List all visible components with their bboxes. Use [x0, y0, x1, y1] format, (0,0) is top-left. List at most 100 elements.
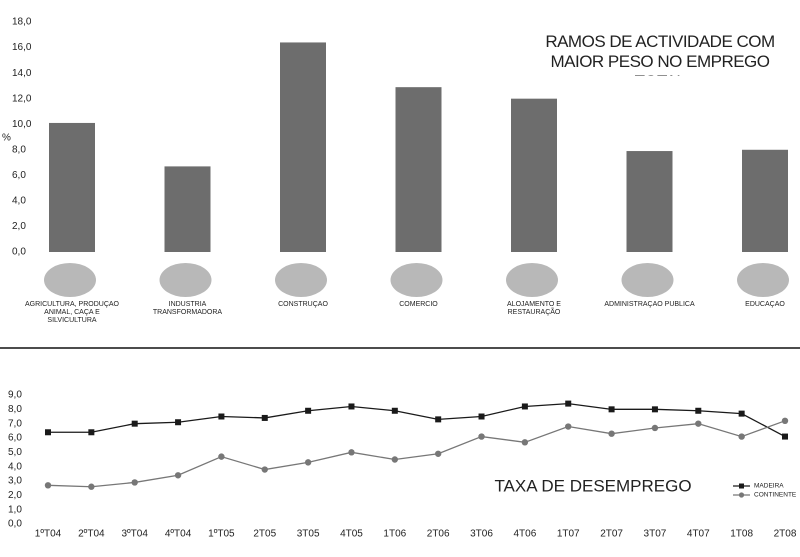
x-tick-label-box: ALOJAMENTO E RESTAURAÇÃO: [507, 301, 561, 316]
x-tick-label: 4T05: [340, 529, 363, 540]
data-point: [88, 429, 95, 436]
data-point: [175, 419, 182, 426]
data-point: [131, 420, 138, 427]
x-tick-label-box: ADMINISTRAÇÃO PÚBLICA: [604, 301, 695, 308]
x-tick-label: 3T06: [470, 529, 493, 540]
x-tick-label: 1T07: [557, 529, 580, 540]
x-tick-label: 1T06: [383, 529, 406, 540]
x-tick-label: 3T05: [297, 529, 320, 540]
category-icon: [44, 263, 96, 297]
data-point: [651, 406, 658, 413]
legend-marker: [738, 492, 745, 498]
x-tick-label-box: AGRICULTURA, PRODUÇÃO ANIMAL, CAÇA E SIL…: [25, 301, 119, 324]
bar: [49, 122, 95, 252]
x-tick-label: 4T07: [687, 529, 710, 540]
y-tick-label: 4,0: [12, 196, 26, 207]
data-point: [738, 433, 745, 440]
category-icon: [275, 263, 327, 297]
data-point: [131, 479, 138, 486]
legend-marker: [739, 483, 744, 489]
x-tick-label: 2ºT04: [78, 529, 105, 540]
data-point: [45, 429, 51, 436]
data-point: [261, 466, 268, 473]
data-point: [218, 453, 225, 460]
series-line: [48, 402, 786, 438]
x-tick-label: COMÉRCIO: [399, 301, 438, 308]
x-tick-label: 2T08: [774, 529, 797, 540]
bar: [395, 87, 442, 253]
y-tick-label: 14,0: [12, 68, 32, 79]
x-tick-label: EDUCAÇÃO: [745, 301, 785, 308]
y-tick-label: 16,0: [12, 42, 32, 53]
series-line: [47, 420, 786, 488]
x-tick-label: 2T05: [253, 529, 276, 540]
y-tick-label: 0,0: [12, 247, 26, 258]
legend-label: CONTINENTE: [754, 492, 797, 499]
chart-title-box: RAMOS DE ACTIVIDADE COM MAIOR PESO NO EM…: [545, 32, 775, 76]
y-tick-label: 7,0: [8, 418, 22, 429]
y-tick-label: 2,0: [12, 221, 26, 232]
bar: [164, 166, 211, 252]
category-icon: [621, 263, 674, 297]
x-tick-label: 2T07: [600, 529, 623, 540]
legend-label: MADEIRA: [754, 483, 784, 490]
x-tick-label-box: EDUCAÇÃO: [745, 301, 785, 308]
x-tick-label: 1T08: [730, 529, 753, 540]
y-tick-label: 4,0: [8, 461, 22, 472]
x-tick-label: 3ºT04: [121, 529, 148, 540]
x-tick-label: AGRICULTURA, PRODUÇÃO ANIMAL, CAÇA E SIL…: [25, 301, 119, 324]
x-tick-label-box: COMÉRCIO: [399, 301, 438, 308]
data-point: [261, 414, 268, 421]
data-point: [391, 407, 398, 414]
data-point: [695, 420, 702, 427]
x-tick-label: 4T06: [513, 529, 536, 540]
data-point: [174, 472, 182, 479]
y-tick-label: 9,0: [8, 390, 22, 401]
category-icon: [159, 263, 212, 297]
y-tick-label: 8,0: [8, 404, 22, 415]
bar: [742, 149, 788, 252]
data-point: [218, 413, 225, 420]
data-point: [304, 459, 312, 466]
y-tick-label: 5,0: [8, 447, 22, 458]
data-point: [608, 430, 615, 437]
x-tick-label: 3T07: [644, 529, 667, 540]
y-tick-label: 10,0: [12, 119, 32, 130]
data-point: [434, 450, 442, 457]
data-point: [88, 483, 95, 490]
y-tick-label: 6,0: [12, 170, 26, 181]
data-point: [478, 413, 485, 420]
category-icon: [506, 263, 558, 297]
data-point: [305, 407, 312, 414]
y-tick-label: 8,0: [12, 144, 26, 155]
data-point: [521, 403, 528, 410]
data-point: [608, 406, 615, 413]
y-tick-label: 3,0: [8, 476, 22, 487]
data-point: [738, 410, 745, 417]
x-tick-label: 2T06: [427, 529, 450, 540]
data-point: [435, 416, 442, 423]
chart-title: RAMOS DE ACTIVIDADE COM MAIOR PESO NO EM…: [545, 32, 775, 76]
data-point: [565, 400, 572, 407]
data-point: [478, 433, 485, 440]
y-tick-label: 12,0: [12, 93, 32, 104]
bar: [280, 42, 326, 252]
data-point: [348, 403, 355, 410]
x-tick-label: 1ºT05: [208, 529, 235, 540]
y-tick-label: 1,0: [8, 504, 22, 515]
y-tick-label: 6,0: [8, 433, 22, 444]
data-point: [782, 433, 788, 440]
x-tick-label: CONSTRUÇÃO: [278, 301, 328, 308]
data-point: [391, 456, 399, 463]
x-tick-label: 1ºT04: [35, 529, 62, 540]
category-icon: [390, 263, 443, 297]
y-axis-label: %: [2, 133, 11, 144]
data-point: [348, 449, 355, 456]
data-point: [651, 424, 659, 432]
data-point: [521, 439, 529, 446]
y-tick-label: 2,0: [8, 490, 22, 501]
data-point: [565, 423, 572, 430]
x-tick-label: 4ºT04: [165, 529, 192, 540]
x-tick-label: ADMINISTRAÇÃO PÚBLICA: [604, 301, 695, 308]
